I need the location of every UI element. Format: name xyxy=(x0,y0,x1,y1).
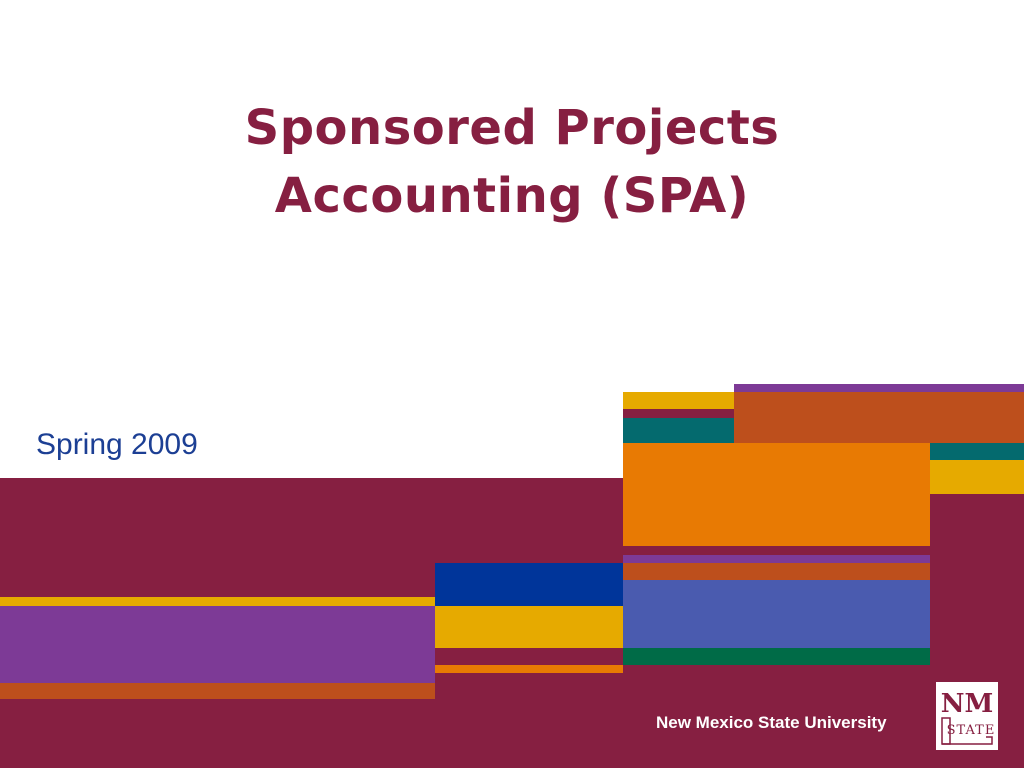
rust-block-top xyxy=(734,392,1024,443)
teal-block-top xyxy=(623,418,734,443)
periwinkle-block xyxy=(623,580,930,648)
rust-stripe-lower xyxy=(623,563,930,580)
green-stripe xyxy=(623,648,930,665)
purple-stripe-lower xyxy=(623,555,930,563)
gold-block-top xyxy=(623,392,734,409)
rust-stripe-left xyxy=(0,683,435,699)
orange-block xyxy=(623,443,930,546)
gold-stripe-left xyxy=(0,597,435,606)
purple-stripe-top xyxy=(734,384,1024,392)
orange-stripe-mid xyxy=(435,665,623,673)
nmsu-logo: NM STATE xyxy=(936,682,998,750)
purple-stripe-left xyxy=(0,606,435,683)
gold-block-mid xyxy=(435,606,623,648)
svg-text:NM: NM xyxy=(941,689,994,719)
title-line-1: Sponsored Projects xyxy=(244,100,780,156)
crimson-stripe-top xyxy=(623,409,734,418)
navy-block xyxy=(435,563,623,606)
slide-subtitle: Spring 2009 xyxy=(36,428,198,461)
university-name: New Mexico State University xyxy=(656,713,887,732)
slide-title: Sponsored Projects Accounting (SPA) xyxy=(0,94,1024,230)
title-line-2: Accounting (SPA) xyxy=(274,168,750,224)
teal-stripe-right xyxy=(930,443,1024,460)
svg-text:STATE: STATE xyxy=(947,723,996,738)
gold-block-right xyxy=(930,460,1024,494)
